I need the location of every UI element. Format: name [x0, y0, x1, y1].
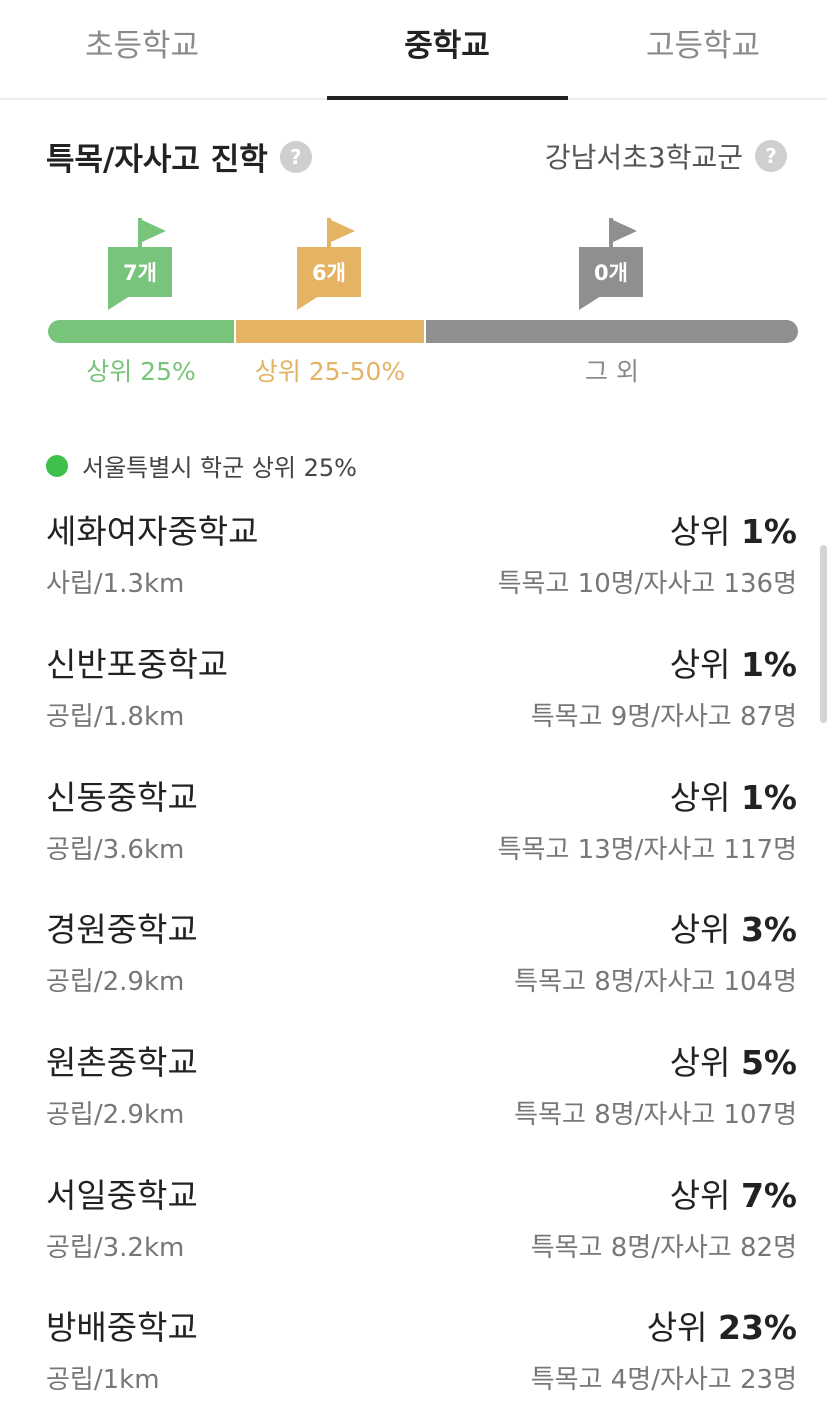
section-title: 특목/자사고 진학 ?	[46, 134, 312, 179]
school-rank: 상위 1%	[669, 645, 797, 684]
school-type-distance: 공립/3.6km	[46, 835, 185, 865]
school-row[interactable]: 서일중학교 상위 7% 공립/3.2km 특목고 8명/자사고 82명	[46, 1169, 797, 1289]
school-district: 강남서초3학교군 ?	[545, 136, 787, 176]
school-admission-stats: 특목고 4명/자사고 23명	[530, 1365, 797, 1395]
school-name: 서일중학교	[46, 1176, 198, 1215]
school-row[interactable]: 경원중학교 상위 3% 공립/2.9km 특목고 8명/자사고 104명	[46, 903, 797, 1023]
legend-dot-icon	[46, 454, 68, 477]
school-type-distance: 공립/2.9km	[46, 1100, 185, 1130]
school-admission-stats: 특목고 10명/자사고 136명	[497, 569, 797, 599]
count-top25: 7개	[108, 247, 172, 297]
school-name: 세화여자중학교	[46, 512, 259, 551]
scrollbar[interactable]	[820, 545, 827, 723]
school-row[interactable]: 방배중학교 상위 23% 공립/1km 특목고 4명/자사고 23명	[46, 1301, 797, 1402]
school-rank: 상위 23%	[646, 1308, 797, 1347]
school-level-tabs: 초등학교 중학교 고등학교	[0, 0, 827, 100]
school-row[interactable]: 신동중학교 상위 1% 공립/3.6km 특목고 13명/자사고 117명	[46, 771, 797, 891]
help-icon[interactable]: ?	[755, 140, 787, 172]
flag-marker-top25-50: 6개	[297, 218, 361, 310]
range-bar	[48, 320, 798, 343]
school-type-distance: 공립/1.8km	[46, 702, 185, 732]
legend-label: 서울특별시 학군 상위 25%	[82, 454, 357, 482]
school-admission-stats: 특목고 8명/자사고 107명	[514, 1100, 797, 1130]
school-name: 경원중학교	[46, 910, 198, 949]
flag-marker-top25: 7개	[108, 218, 172, 310]
range-segment-top25-50	[236, 320, 424, 343]
range-label-top25: 상위 25%	[86, 357, 196, 386]
active-tab-indicator	[327, 96, 568, 100]
school-type-distance: 공립/3.2km	[46, 1233, 185, 1263]
school-name: 신동중학교	[46, 778, 198, 817]
school-admission-stats: 특목고 9명/자사고 87명	[530, 702, 797, 732]
range-segment-other	[426, 320, 798, 343]
section-title-text: 특목/자사고 진학	[46, 142, 268, 178]
tab-middle[interactable]: 중학교	[404, 27, 490, 64]
school-rank: 상위 5%	[669, 1043, 797, 1082]
school-rank: 상위 3%	[669, 910, 797, 949]
school-name: 방배중학교	[46, 1308, 198, 1347]
school-type-distance: 사립/1.3km	[46, 569, 185, 599]
school-type-distance: 공립/2.9km	[46, 967, 185, 997]
range-label-top25-50: 상위 25-50%	[254, 357, 406, 386]
school-rank: 상위 7%	[669, 1176, 797, 1215]
range-segment-top25	[48, 320, 234, 343]
school-row[interactable]: 신반포중학교 상위 1% 공립/1.8km 특목고 9명/자사고 87명	[46, 638, 797, 758]
school-name: 신반포중학교	[46, 645, 229, 684]
school-rank: 상위 1%	[669, 778, 797, 817]
school-district-text: 강남서초3학교군	[544, 141, 743, 174]
school-row[interactable]: 원촌중학교 상위 5% 공립/2.9km 특목고 8명/자사고 107명	[46, 1036, 797, 1156]
tab-elementary[interactable]: 초등학교	[84, 27, 200, 64]
count-other: 0개	[579, 247, 643, 297]
school-name: 원촌중학교	[46, 1043, 198, 1082]
school-rank: 상위 1%	[669, 512, 797, 551]
school-type-distance: 공립/1km	[46, 1365, 160, 1395]
legend: 서울특별시 학군 상위 25%	[46, 448, 357, 483]
school-admission-stats: 특목고 8명/자사고 82명	[530, 1233, 797, 1263]
school-admission-stats: 특목고 13명/자사고 117명	[497, 835, 797, 865]
range-label-other: 그 외	[585, 357, 639, 386]
flag-marker-other: 0개	[579, 218, 643, 310]
help-icon[interactable]: ?	[279, 140, 312, 173]
school-admission-stats: 특목고 8명/자사고 104명	[514, 967, 797, 997]
school-row[interactable]: 세화여자중학교 상위 1% 사립/1.3km 특목고 10명/자사고 136명	[46, 505, 797, 625]
tab-high[interactable]: 고등학교	[645, 27, 761, 64]
count-top25-50: 6개	[297, 247, 361, 297]
